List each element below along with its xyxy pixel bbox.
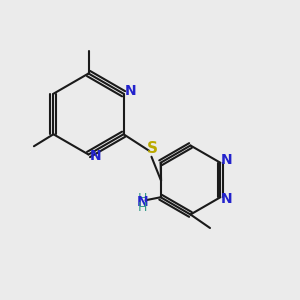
Text: N: N [137, 195, 148, 209]
Text: S: S [147, 141, 158, 156]
Text: H: H [138, 192, 147, 205]
Text: N: N [89, 149, 101, 163]
Text: H: H [138, 201, 147, 214]
Text: N: N [124, 84, 136, 98]
Text: N: N [220, 153, 232, 167]
Text: N: N [220, 192, 232, 206]
